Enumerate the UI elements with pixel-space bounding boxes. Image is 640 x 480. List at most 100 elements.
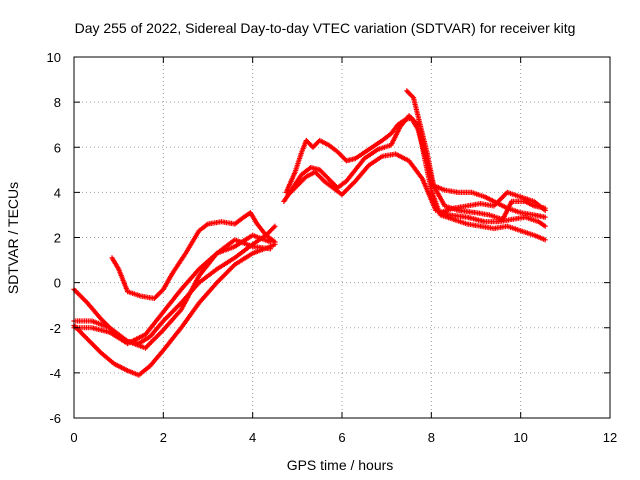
x-tick-label: 6: [338, 430, 345, 445]
x-tick-label: 12: [603, 430, 617, 445]
data-point: [484, 196, 486, 198]
data-point: [149, 336, 151, 338]
data-point: [198, 302, 200, 304]
data-point: [294, 171, 296, 173]
data-point: [533, 214, 535, 216]
series-track-8: [285, 151, 548, 229]
data-point: [457, 209, 459, 211]
data-point: [524, 216, 526, 218]
data-point: [332, 187, 334, 189]
data-point: [100, 318, 102, 320]
data-point: [533, 200, 535, 202]
x-tick-label: 8: [428, 430, 435, 445]
data-point: [377, 149, 379, 151]
data-point: [91, 320, 93, 322]
data-point: [100, 352, 102, 354]
data-point: [319, 139, 321, 141]
data-point: [466, 216, 468, 218]
data-point: [390, 133, 392, 135]
data-point: [368, 149, 370, 151]
data-point: [109, 331, 111, 333]
plus-marker-trail: [71, 237, 274, 351]
data-point: [466, 205, 468, 207]
data-point: [544, 239, 546, 241]
data-point: [426, 151, 428, 153]
data-point: [328, 178, 330, 180]
data-point: [471, 191, 473, 193]
data-point: [479, 203, 481, 205]
data-point: [198, 275, 200, 277]
data-point: [118, 268, 120, 270]
data-point: [497, 221, 499, 223]
y-tick-label: 8: [54, 95, 61, 110]
chart-title: Day 255 of 2022, Sidereal Day-to-day VTE…: [75, 20, 576, 36]
data-point: [149, 365, 151, 367]
data-point: [305, 139, 307, 141]
data-point: [274, 225, 276, 227]
data-point: [274, 241, 276, 243]
x-tick-label: 0: [70, 430, 77, 445]
data-point: [113, 363, 115, 365]
x-tick-label: 10: [513, 430, 527, 445]
data-point: [127, 343, 129, 345]
data-point: [86, 302, 88, 304]
plus-marker-trail: [285, 151, 548, 229]
data-point: [153, 297, 155, 299]
data-point: [520, 212, 522, 214]
data-point: [341, 194, 343, 196]
data-point: [444, 189, 446, 191]
data-point: [533, 234, 535, 236]
data-point: [312, 146, 314, 148]
data-point: [323, 180, 325, 182]
data-point: [185, 252, 187, 254]
data-point: [91, 327, 93, 329]
data-point: [216, 252, 218, 254]
data-point: [234, 246, 236, 248]
data-point: [354, 169, 356, 171]
data-point: [234, 264, 236, 266]
data-point: [270, 241, 272, 243]
data-point: [162, 329, 164, 331]
data-point: [421, 178, 423, 180]
data-point: [433, 185, 435, 187]
data-point: [86, 338, 88, 340]
x-axis-label: GPS time / hours: [287, 457, 394, 473]
data-point: [408, 160, 410, 162]
data-point: [453, 218, 455, 220]
data-point: [406, 90, 408, 92]
series-track-10: [437, 189, 548, 216]
data-point: [220, 221, 222, 223]
data-point: [430, 189, 432, 191]
data-point: [216, 268, 218, 270]
data-point: [140, 295, 142, 297]
data-point: [345, 160, 347, 162]
x-tick-label: 4: [249, 430, 256, 445]
data-point: [111, 257, 113, 259]
data-point: [162, 311, 164, 313]
y-tick-label: -4: [49, 366, 61, 381]
data-point: [243, 216, 245, 218]
data-point: [520, 196, 522, 198]
data-point: [520, 230, 522, 232]
data-point: [337, 187, 339, 189]
data-point: [256, 223, 258, 225]
data-point: [216, 282, 218, 284]
data-point: [234, 223, 236, 225]
y-tick-label: 2: [54, 231, 61, 246]
data-point: [457, 191, 459, 193]
data-point: [444, 205, 446, 207]
data-point: [354, 158, 356, 160]
x-tick-label: 2: [160, 430, 167, 445]
data-point: [144, 347, 146, 349]
axis-ticks: 0 2 4 6 8 10 12 -6 -4 -2 0 2 4 6 8 10: [47, 50, 618, 445]
data-point: [506, 225, 508, 227]
data-point: [265, 234, 267, 236]
data-point: [252, 246, 254, 248]
y-tick-label: -6: [49, 411, 61, 426]
data-point: [533, 205, 535, 207]
data-point: [390, 144, 392, 146]
data-point: [198, 230, 200, 232]
series-track-3: [71, 237, 274, 351]
data-point: [180, 288, 182, 290]
